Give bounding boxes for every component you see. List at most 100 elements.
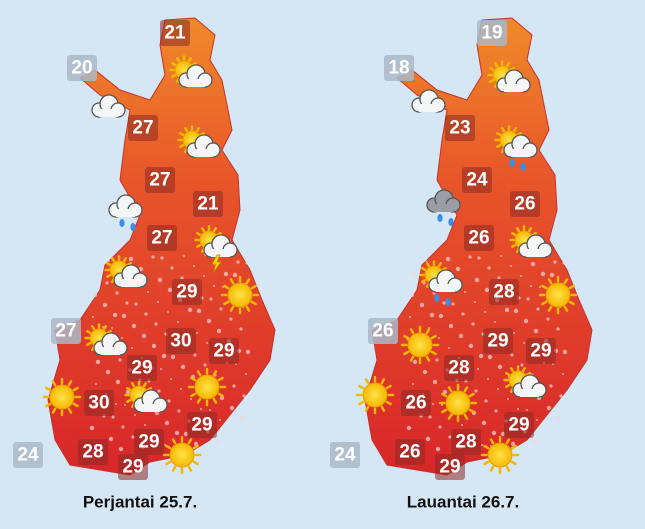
lake <box>108 260 110 262</box>
sun-ray <box>511 232 517 237</box>
temp-badge <box>166 328 196 354</box>
lake <box>468 343 474 349</box>
lake <box>160 368 162 370</box>
country-map: 19 18 23 24 26 26 28 26 29 29 28 26 29 28 24 26 29 <box>330 17 593 480</box>
temperature: 27 <box>132 118 153 139</box>
sun-ray <box>190 376 197 382</box>
cloud-icon <box>93 332 128 356</box>
lake <box>115 291 119 295</box>
sun-ray <box>505 62 510 68</box>
sun-ray <box>541 300 548 306</box>
sun-ray <box>512 127 517 133</box>
lake <box>92 316 94 318</box>
temp-badge <box>51 318 81 344</box>
lake <box>497 388 499 390</box>
weather-icon <box>194 225 238 274</box>
lake <box>193 265 195 267</box>
lake <box>108 436 114 442</box>
lake <box>232 384 236 388</box>
lake <box>520 275 522 277</box>
sun-disc <box>194 374 220 400</box>
lake <box>144 424 146 426</box>
lake <box>448 323 454 329</box>
sun-ray <box>380 378 386 385</box>
sun-ray <box>447 386 453 393</box>
lake <box>406 425 412 431</box>
lake <box>448 435 452 439</box>
sun-ray <box>212 227 217 233</box>
temp-badge <box>147 225 177 251</box>
weather-icon <box>494 125 538 171</box>
lake <box>209 297 213 301</box>
temp-badge <box>368 318 398 344</box>
lake <box>517 408 519 410</box>
sun-ray <box>126 387 132 392</box>
rain-drop <box>445 298 451 306</box>
sun-ray <box>510 460 517 466</box>
sun-ray <box>385 384 392 390</box>
lake <box>131 323 137 329</box>
sun-ray <box>106 273 112 278</box>
sun-disc <box>407 332 433 358</box>
sun-ray <box>72 402 79 408</box>
lake <box>209 409 211 411</box>
lake <box>229 317 233 321</box>
lake <box>406 249 408 251</box>
rain-drop <box>119 219 125 227</box>
lake <box>196 308 202 314</box>
lake <box>484 287 490 293</box>
lake <box>556 439 558 441</box>
sun-ray <box>563 278 569 285</box>
sun-ray <box>541 284 548 290</box>
sun-ray <box>187 438 193 445</box>
sun-ray <box>403 334 410 340</box>
lake <box>438 313 444 319</box>
sun-ray <box>489 438 495 445</box>
sun-ray <box>468 408 475 414</box>
weather-icon <box>108 194 143 231</box>
lake <box>484 399 488 403</box>
lake <box>562 373 564 375</box>
lake <box>491 430 497 436</box>
lake <box>229 429 231 431</box>
sun-ray <box>179 143 185 148</box>
lake <box>438 425 442 429</box>
lake <box>549 272 555 278</box>
temp-badge <box>13 442 43 468</box>
lake <box>125 389 131 395</box>
temp-badge <box>526 338 556 364</box>
sun-ray <box>430 350 437 356</box>
cloud-base <box>121 279 140 287</box>
lake <box>170 266 174 270</box>
lake <box>242 394 246 398</box>
temperature: 26 <box>514 194 535 215</box>
lake <box>533 328 539 334</box>
sun-ray <box>358 400 365 406</box>
cloud-base <box>186 79 205 87</box>
temperature: 27 <box>55 321 76 342</box>
lake <box>157 389 161 393</box>
temp-badge <box>445 115 475 141</box>
sun-icon <box>355 375 395 415</box>
sun-ray <box>510 367 515 373</box>
temperature: 19 <box>481 23 502 44</box>
lake <box>546 429 548 431</box>
sun-ray <box>568 300 575 306</box>
lake <box>510 441 516 447</box>
sun-ray <box>403 350 410 356</box>
lake <box>428 415 432 419</box>
lake <box>513 332 515 334</box>
temperature: 26 <box>468 228 489 249</box>
sun-ray <box>483 444 490 450</box>
lake <box>193 353 197 357</box>
weather-icon <box>538 275 578 315</box>
sun-icon <box>162 435 202 475</box>
temperature: 24 <box>17 445 39 466</box>
lake <box>546 317 550 321</box>
sun-ray <box>165 444 172 450</box>
sun-ray <box>179 132 185 137</box>
lake <box>504 307 510 313</box>
lake <box>435 358 439 362</box>
lake <box>415 250 417 252</box>
lake <box>468 255 472 259</box>
